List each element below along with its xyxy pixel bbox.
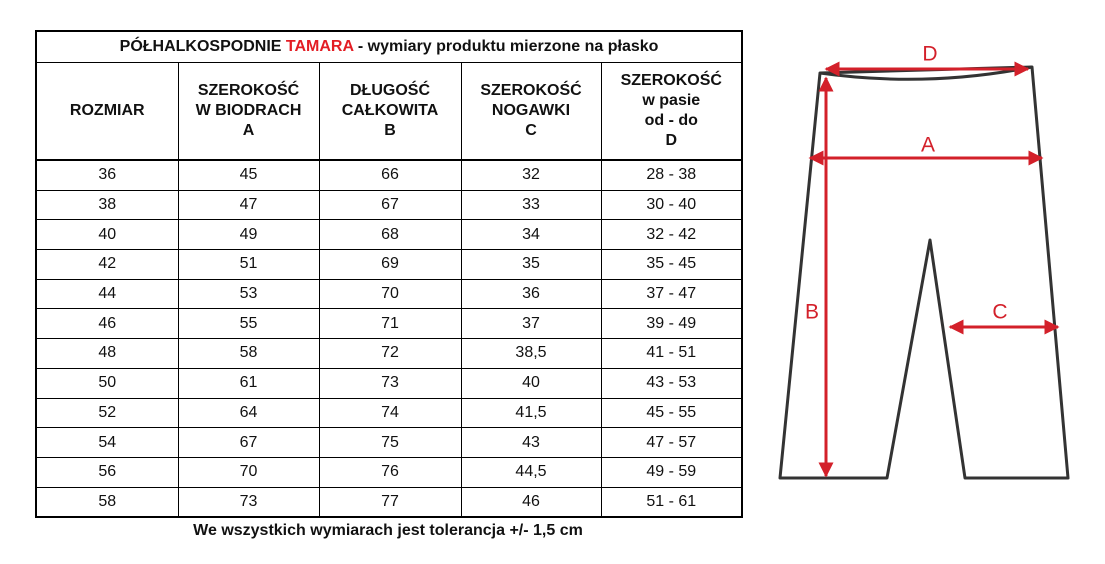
size-row: 54 67 75 43 47 - 57 <box>35 427 743 458</box>
table-cell: 47 <box>177 189 320 221</box>
table-cell: 71 <box>318 308 462 340</box>
table-cell: 53 <box>177 278 320 310</box>
size-row: 40 49 68 34 32 - 42 <box>35 219 743 251</box>
table-cell: 46 <box>460 486 602 518</box>
table-cell: 37 - 47 <box>600 278 743 310</box>
table-cell: 55 <box>177 308 320 340</box>
size-row: 52 64 74 41,5 45 - 55 <box>35 397 743 429</box>
table-cell: 30 - 40 <box>600 189 743 221</box>
size-table: PÓŁHALKOSPODNIE TAMARA - wymiary produkt… <box>35 30 744 519</box>
table-cell: 32 - 42 <box>600 219 743 251</box>
table-cell: 67 <box>318 189 462 221</box>
label-b: B <box>805 301 819 324</box>
table-cell: 32 <box>460 159 602 191</box>
size-row: 42 51 69 35 35 - 45 <box>35 249 743 280</box>
table-cell: 36 <box>35 159 179 191</box>
size-row: 44 53 70 36 37 - 47 <box>35 278 743 310</box>
title-suffix: - wymiary produktu mierzone na płasko <box>357 38 659 55</box>
table-cell: 66 <box>318 159 462 191</box>
tolerance-note: We wszystkich wymiarach jest tolerancja … <box>193 522 583 539</box>
table-cell: 56 <box>35 456 179 488</box>
table-cell: 72 <box>318 338 462 369</box>
size-row: 48 58 72 38,5 41 - 51 <box>35 338 743 369</box>
size-row: 56 70 76 44,5 49 - 59 <box>35 456 743 488</box>
table-cell: 75 <box>318 427 462 458</box>
product-name: TAMARA <box>285 38 354 55</box>
pants-outline <box>778 65 1070 480</box>
table-cell: 73 <box>318 367 462 399</box>
label-c: C <box>992 301 1007 324</box>
size-row: 58 73 77 46 51 - 61 <box>35 486 743 518</box>
label-d: D <box>922 43 937 66</box>
table-cell: 38 <box>35 189 179 221</box>
table-cell: 48 <box>35 338 179 369</box>
table-cell: 77 <box>318 486 462 518</box>
table-cell: 54 <box>35 427 179 458</box>
label-a: A <box>921 134 935 157</box>
table-cell: 38,5 <box>460 338 602 369</box>
table-cell: 70 <box>318 278 462 310</box>
table-cell: 45 - 55 <box>600 397 743 429</box>
table-cell: 74 <box>318 397 462 429</box>
table-cell: 46 <box>35 308 179 340</box>
size-row: 38 47 67 33 30 - 40 <box>35 189 743 221</box>
table-cell: 47 - 57 <box>600 427 743 458</box>
table-cell: 34 <box>460 219 602 251</box>
table-cell: 39 - 49 <box>600 308 743 340</box>
table-cell: 51 - 61 <box>600 486 743 518</box>
table-cell: 45 <box>177 159 320 191</box>
table-cell: 42 <box>35 249 179 280</box>
table-cell: 49 - 59 <box>600 456 743 488</box>
table-cell: 58 <box>35 486 179 518</box>
column-header: SZEROKOŚĆ NOGAWKI C <box>460 62 602 161</box>
column-header: DŁUGOŚĆ CAŁKOWITA B <box>318 62 462 161</box>
table-cell: 28 - 38 <box>600 159 743 191</box>
table-cell: 36 <box>460 278 602 310</box>
table-cell: 64 <box>177 397 320 429</box>
table-cell: 35 - 45 <box>600 249 743 280</box>
table-cell: 43 <box>460 427 602 458</box>
title-prefix: PÓŁHALKOSPODNIE <box>119 38 282 55</box>
table-cell: 50 <box>35 367 179 399</box>
table-cell: 40 <box>35 219 179 251</box>
table-cell: 73 <box>177 486 320 518</box>
table-cell: 43 - 53 <box>600 367 743 399</box>
table-cell: 68 <box>318 219 462 251</box>
table-cell: 49 <box>177 219 320 251</box>
size-row: 36 45 66 32 28 - 38 <box>35 159 743 191</box>
table-cell: 70 <box>177 456 320 488</box>
table-cell: 41,5 <box>460 397 602 429</box>
header-row: ROZMIAR SZEROKOŚĆ W BIODRACH A DŁUGOŚĆ CAŁ… <box>35 62 743 161</box>
table-cell: 40 <box>460 367 602 399</box>
column-header: SZEROKOŚĆ w pasie od - do D <box>600 62 743 161</box>
table-cell: 33 <box>460 189 602 221</box>
column-header: SZEROKOŚĆ W BIODRACH A <box>177 62 320 161</box>
size-row: 50 61 73 40 43 - 53 <box>35 367 743 399</box>
